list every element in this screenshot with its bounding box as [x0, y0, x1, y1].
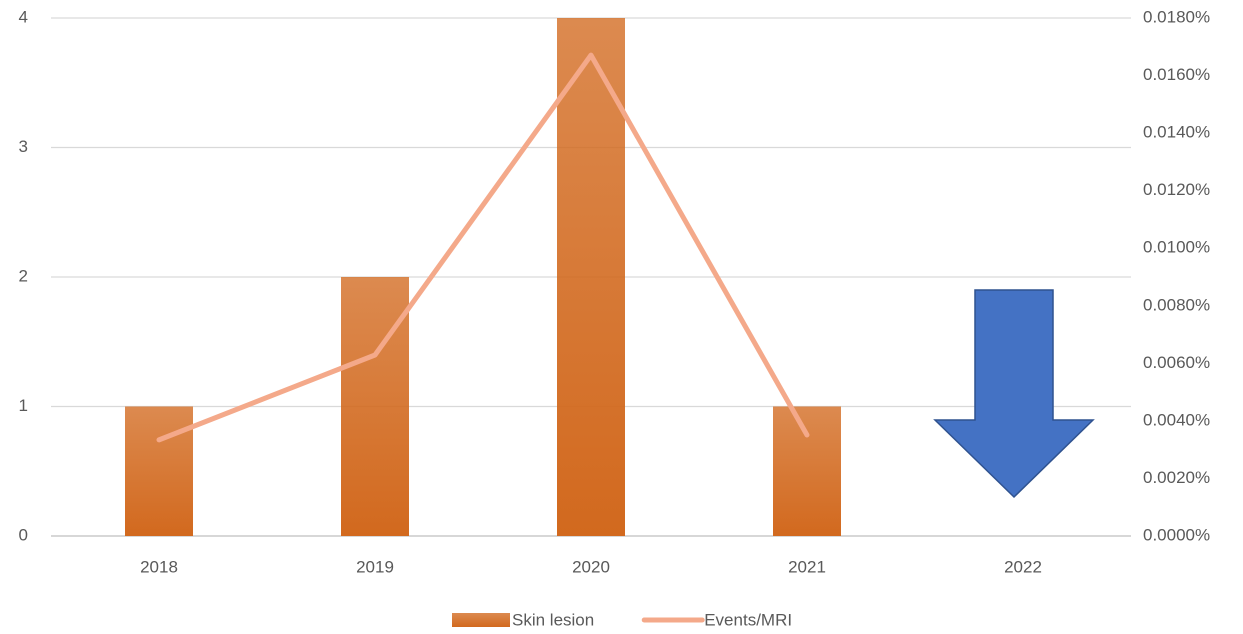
line	[156, 52, 810, 443]
y2-tick-label: 0.0000%	[1143, 525, 1210, 544]
marks	[125, 18, 841, 536]
legend-label: Events/MRI	[704, 610, 792, 629]
y-tick-label: 3	[19, 137, 28, 156]
x-tick-label: 2021	[788, 557, 826, 576]
y2-tick-label: 0.0140%	[1143, 123, 1210, 142]
y2-tick-label: 0.0020%	[1143, 468, 1210, 487]
legend-label: Skin lesion	[512, 610, 594, 629]
y2-tick-label: 0.0100%	[1143, 238, 1210, 257]
y-tick-label: 0	[19, 525, 28, 544]
x-tick-label: 2020	[572, 557, 610, 576]
bar	[341, 277, 409, 536]
down-arrow	[933, 289, 1095, 499]
legend-swatch	[452, 613, 510, 627]
bar	[557, 18, 625, 536]
y2-tick-label: 0.0040%	[1143, 410, 1210, 429]
bar	[773, 406, 841, 536]
y2-tick-label: 0.0080%	[1143, 295, 1210, 314]
y2-tick-label: 0.0180%	[1143, 7, 1210, 26]
y-tick-label: 1	[19, 396, 28, 415]
x-tick-label: 2018	[140, 557, 178, 576]
y-tick-label: 4	[19, 7, 28, 26]
y2-tick-label: 0.0060%	[1143, 353, 1210, 372]
x-tick-label: 2022	[1004, 557, 1042, 576]
y-tick-label: 2	[19, 266, 28, 285]
bar	[125, 406, 193, 536]
x-tick-label: 2019	[356, 557, 394, 576]
y2-tick-label: 0.0160%	[1143, 65, 1210, 84]
y2-tick-label: 0.0120%	[1143, 180, 1210, 199]
